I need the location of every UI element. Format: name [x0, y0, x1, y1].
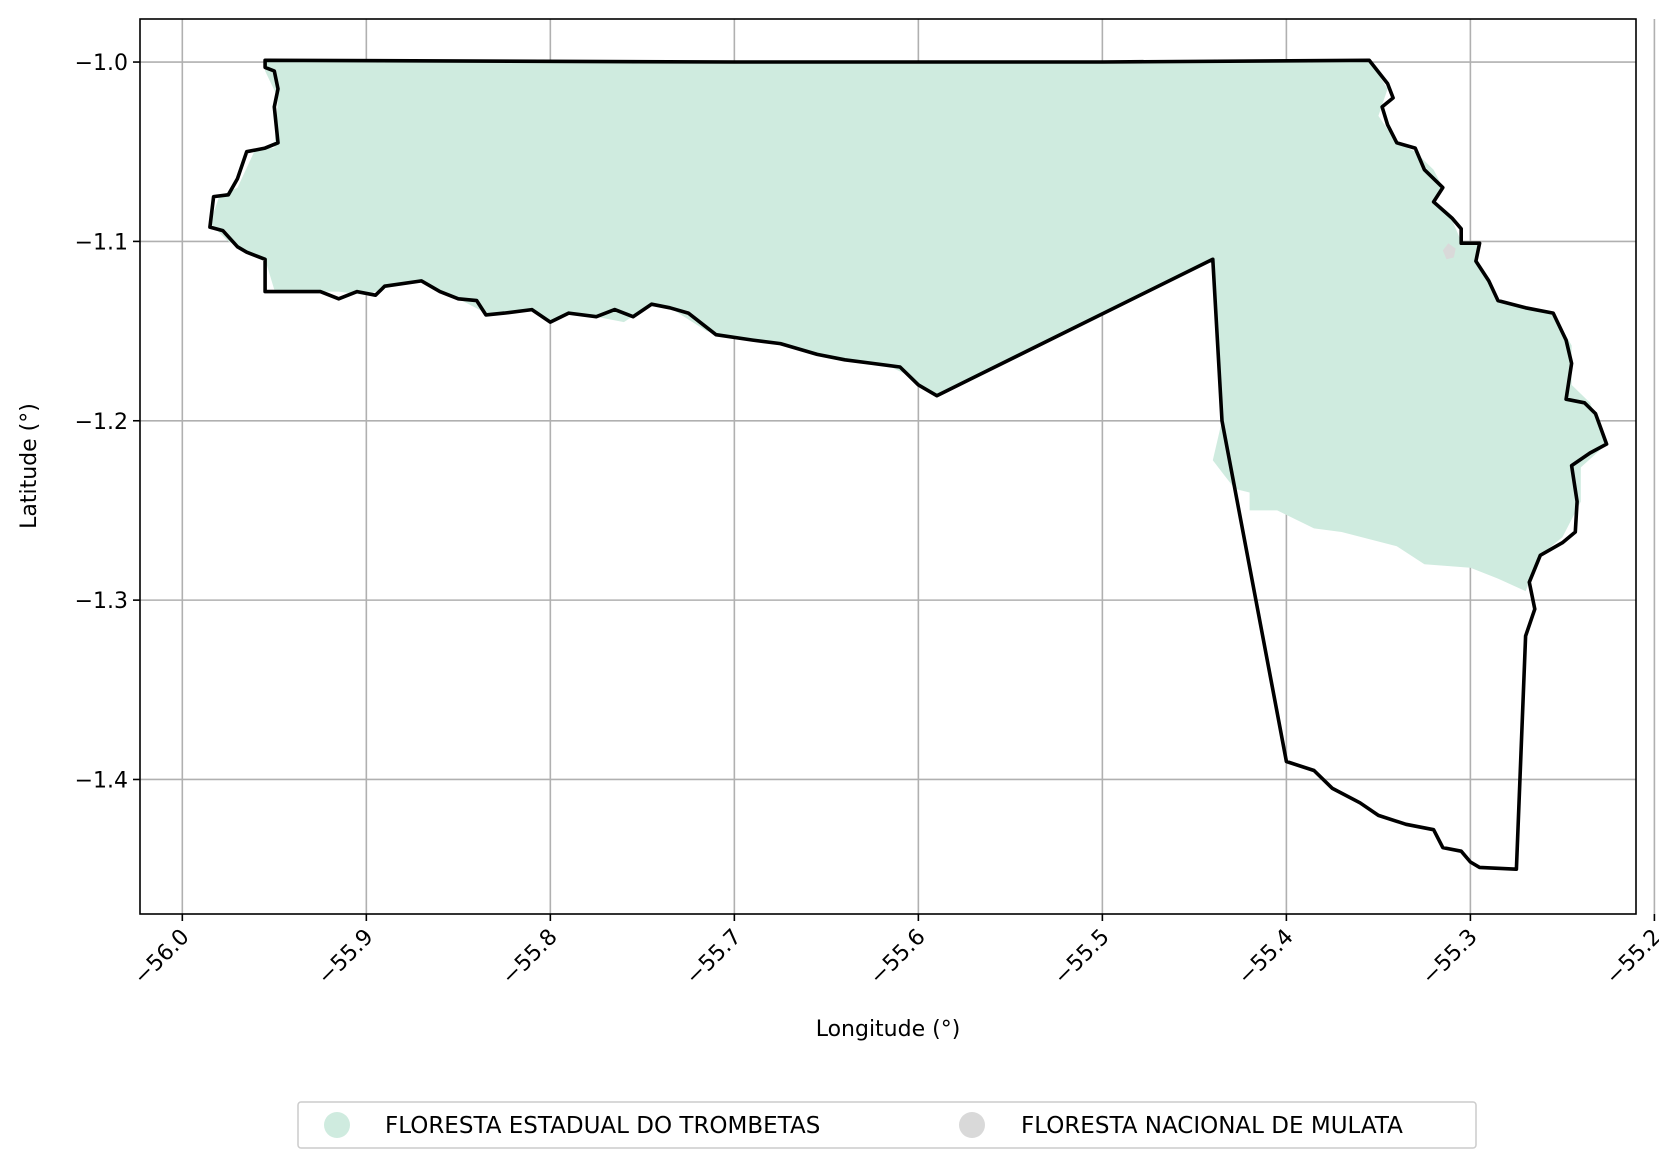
- x-tick-label: −55.7: [681, 925, 746, 990]
- x-tick-label: −55.9: [313, 925, 378, 990]
- legend-label-mulata: FLORESTA NACIONAL DE MULATA: [1021, 1113, 1403, 1139]
- legend: FLORESTA ESTADUAL DO TROMBETAS FLORESTA …: [297, 1101, 1477, 1149]
- y-axis-label: Latitude (°): [17, 403, 42, 529]
- y-tick-label: −1.0: [75, 51, 128, 76]
- legend-label-trombetas: FLORESTA ESTADUAL DO TROMBETAS: [385, 1113, 820, 1139]
- y-tick-label: −1.4: [75, 768, 128, 793]
- y-tick-label: −1.2: [75, 410, 128, 435]
- region-floresta-nacional-de-mulata: [1442, 243, 1456, 260]
- x-tick-layer: −56.0 −55.9 −55.8 −55.7 −55.6 −55.5 −55.4 −55.3…: [129, 914, 1659, 990]
- x-tick-label: −56.0: [129, 925, 194, 990]
- boundary-layer: [208, 58, 1609, 872]
- x-tick-label: −55.8: [497, 925, 562, 990]
- legend-frame: [297, 1101, 1477, 1149]
- region-layer: [209, 60, 1607, 592]
- y-tick-label: −1.3: [75, 589, 128, 614]
- plot-frame: [139, 18, 1637, 915]
- x-tick-label: −55.6: [865, 925, 930, 990]
- x-tick-label: −55.3: [1417, 925, 1482, 990]
- legend-marker-trombetas: [324, 1112, 350, 1138]
- x-tick-label: −55.2: [1601, 925, 1659, 990]
- legend-marker-mulata: [959, 1112, 985, 1138]
- x-tick-label: −55.4: [1233, 925, 1298, 990]
- x-axis-label: Longitude (°): [816, 1017, 961, 1042]
- x-tick-label: −55.5: [1049, 925, 1114, 990]
- y-tick-layer: −1.0 −1.1 −1.2 −1.3 −1.4: [75, 51, 140, 793]
- y-tick-label: −1.1: [75, 230, 128, 255]
- municipality-boundary: [208, 58, 1609, 872]
- region-floresta-estadual-do-trombetas: [209, 60, 1607, 592]
